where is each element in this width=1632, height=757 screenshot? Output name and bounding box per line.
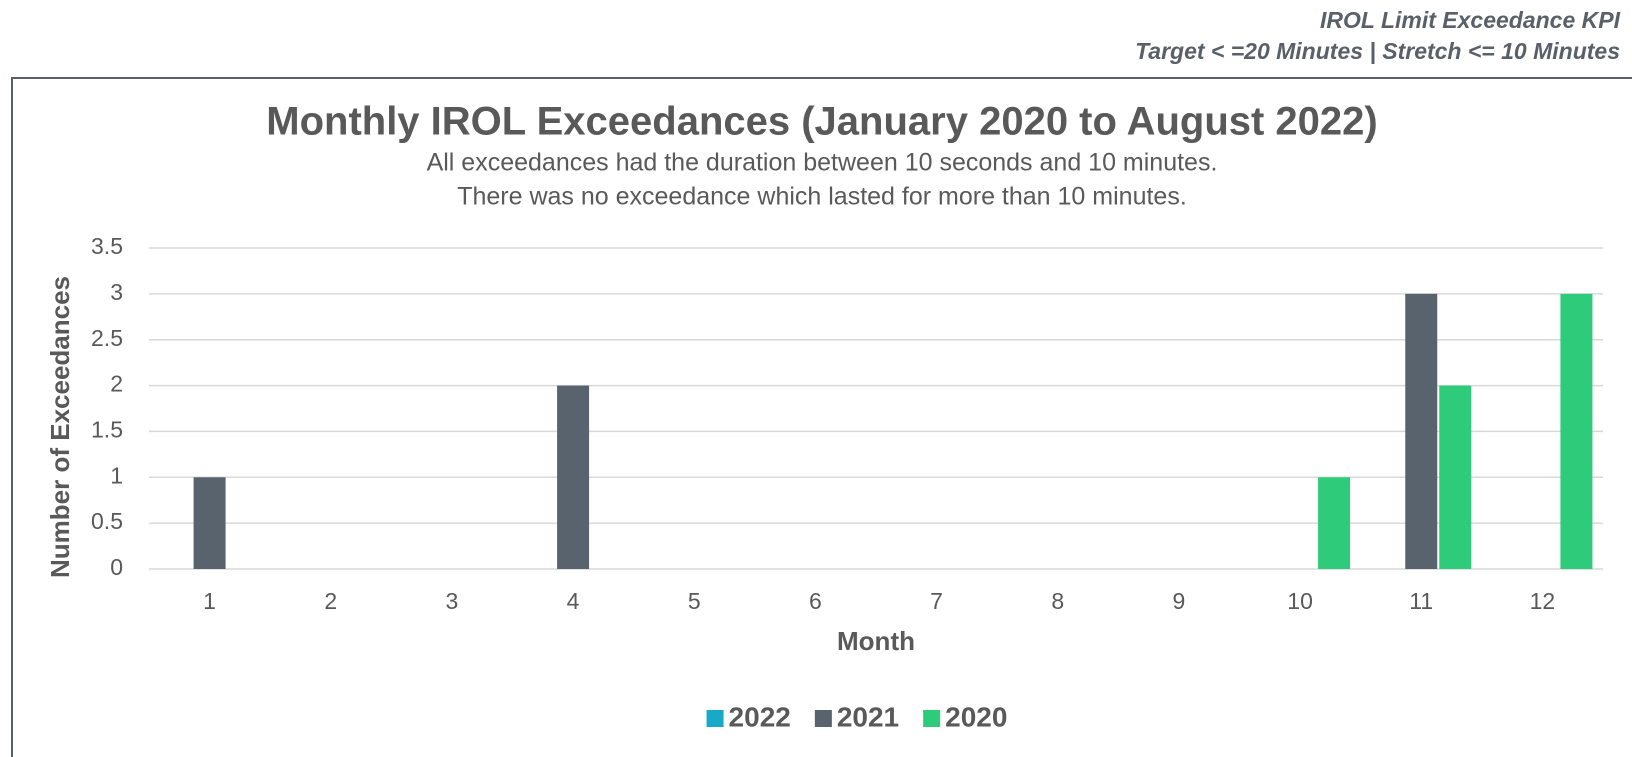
bar xyxy=(1405,293,1438,569)
y-tick-label: 3.5 xyxy=(91,233,123,259)
x-tick-label: 8 xyxy=(1051,588,1064,614)
y-tick-label: 2 xyxy=(110,371,123,397)
bar xyxy=(193,477,226,569)
y-tick-label: 3 xyxy=(110,279,123,305)
bar xyxy=(1439,385,1472,569)
y-tick-label: 0.5 xyxy=(91,508,123,534)
x-tick-label: 12 xyxy=(1530,588,1556,614)
legend-swatch xyxy=(706,710,724,727)
x-tick-label: 3 xyxy=(446,588,459,614)
legend-swatch xyxy=(814,710,832,727)
legend-label: 2022 xyxy=(729,701,791,732)
x-tick-label: 11 xyxy=(1409,588,1433,614)
x-tick-label: 10 xyxy=(1287,588,1313,614)
x-tick-label: 1 xyxy=(203,588,216,614)
y-tick-label: 1 xyxy=(110,462,123,488)
y-tick-label: 0 xyxy=(110,554,123,580)
legend-label: 2020 xyxy=(945,701,1007,732)
bar xyxy=(1318,477,1351,569)
y-tick-label: 2.5 xyxy=(91,325,123,351)
x-axis-title: Month xyxy=(837,626,915,656)
x-tick-label: 5 xyxy=(688,588,701,614)
x-tick-label: 9 xyxy=(1173,588,1186,614)
x-tick-label: 6 xyxy=(809,588,822,614)
y-tick-label: 1.5 xyxy=(91,417,123,443)
chart-title: Monthly IROL Exceedances (January 2020 t… xyxy=(266,100,1377,144)
chart-frame xyxy=(11,77,1632,757)
y-axis-title: Number of Exceedances xyxy=(45,276,75,578)
x-tick-label: 4 xyxy=(567,588,580,614)
bar xyxy=(557,385,590,569)
kpi-title: IROL Limit Exceedance KPI xyxy=(1320,7,1621,33)
legend-swatch xyxy=(923,710,941,727)
chart-subtitle: All exceedances had the duration between… xyxy=(427,149,1218,177)
x-tick-label: 2 xyxy=(324,588,337,614)
bar xyxy=(1560,293,1593,569)
chart-subtitle: There was no exceedance which lasted for… xyxy=(457,183,1187,211)
x-tick-label: 7 xyxy=(930,588,943,614)
legend-label: 2021 xyxy=(837,701,899,732)
kpi-subtitle: Target < =20 Minutes | Stretch <= 10 Min… xyxy=(1135,38,1620,64)
